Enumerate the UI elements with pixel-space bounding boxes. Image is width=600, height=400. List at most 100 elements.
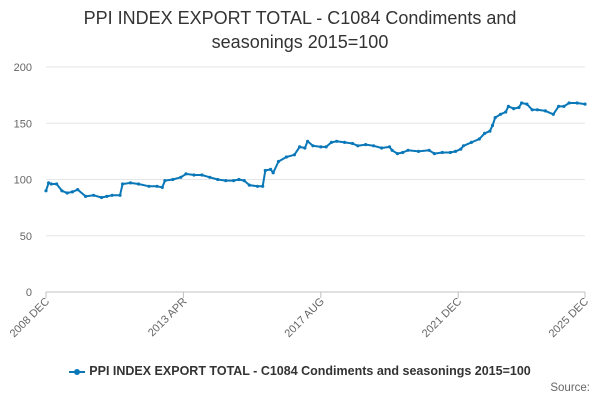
x-axis: 2008 DEC 2013 APR 2017 AUG 2021 DEC 2025 DEC — [8, 291, 591, 340]
data-point — [440, 150, 444, 155]
data-point — [356, 144, 360, 148]
data-point — [311, 144, 315, 148]
data-point — [261, 184, 265, 188]
data-point — [390, 148, 394, 152]
data-point — [329, 140, 333, 144]
data-point — [448, 150, 452, 155]
data-point — [406, 148, 410, 152]
legend[interactable]: PPI INDEX EXPORT TOTAL - C1084 Condiment… — [0, 364, 600, 378]
y-tick-label: 50 — [20, 231, 32, 243]
data-point — [47, 181, 51, 185]
data-point — [372, 144, 376, 148]
data-point — [110, 193, 114, 197]
y-tick-label: 0 — [26, 287, 32, 299]
data-point — [562, 104, 566, 108]
data-point — [427, 148, 431, 152]
data-point — [453, 149, 458, 153]
y-tick-label: 100 — [14, 175, 32, 187]
data-point — [99, 195, 104, 200]
x-tick-label: 2008 DEC — [8, 296, 52, 340]
data-point — [121, 182, 125, 186]
data-point — [483, 131, 487, 135]
data-point — [163, 179, 167, 183]
data-point — [147, 184, 151, 188]
x-tick-label: 2013 APR — [146, 296, 190, 340]
data-point — [232, 179, 236, 183]
data-point — [469, 140, 473, 144]
data-point — [292, 153, 296, 157]
data-point — [76, 188, 80, 192]
legend-swatch — [69, 366, 86, 378]
data-point — [247, 183, 251, 187]
data-point — [395, 152, 399, 156]
data-point — [575, 101, 579, 105]
data-point — [567, 101, 571, 105]
data-point — [84, 194, 88, 198]
grid-lines — [46, 66, 585, 293]
data-point — [242, 179, 246, 183]
data-point — [335, 139, 339, 143]
data-point — [44, 189, 48, 193]
data-point — [184, 172, 188, 176]
data-point — [284, 155, 288, 159]
legend-label: PPI INDEX EXPORT TOTAL - C1084 Condiment… — [89, 364, 531, 378]
data-point — [276, 159, 281, 164]
data-point — [160, 185, 164, 189]
data-point — [128, 181, 133, 185]
data-point — [171, 177, 175, 182]
data-point — [350, 141, 355, 146]
data-point — [380, 146, 384, 150]
data-point — [506, 104, 510, 108]
data-point — [136, 182, 141, 186]
data-point — [118, 193, 122, 197]
x-tick-label: 2017 AUG — [283, 296, 327, 340]
chart-title: PPI INDEX EXPORT TOTAL - C1084 Condiment… — [83, 8, 517, 52]
data-point — [70, 190, 74, 194]
data-point — [200, 173, 204, 177]
data-point — [490, 123, 495, 128]
data-point — [65, 191, 69, 195]
data-point — [583, 102, 587, 106]
data-point — [269, 167, 273, 171]
data-point — [55, 182, 59, 186]
data-point — [303, 146, 307, 150]
data-point — [255, 184, 259, 188]
data-point — [306, 139, 310, 143]
data-point — [155, 184, 159, 188]
data-point — [92, 193, 96, 197]
y-tick-label: 200 — [14, 62, 32, 74]
data-point — [401, 150, 405, 155]
data-point — [263, 168, 267, 173]
data-point — [477, 137, 481, 141]
data-point — [216, 177, 220, 182]
data-point — [512, 107, 516, 111]
data-point — [319, 145, 323, 149]
data-point — [49, 182, 53, 186]
data-point — [517, 105, 521, 110]
y-axis: 0 50 100 150 200 — [14, 62, 32, 299]
data-point — [461, 144, 466, 148]
data-point — [459, 147, 463, 151]
data-point — [208, 175, 212, 179]
x-tick-label: 2025 DEC — [547, 296, 591, 340]
data-point — [60, 189, 64, 193]
series-group — [44, 101, 587, 200]
data-point — [488, 129, 492, 133]
data-point — [504, 110, 508, 114]
series-line-0 — [45, 102, 586, 199]
data-point — [298, 145, 302, 149]
data-point — [416, 149, 421, 153]
y-tick-label: 150 — [14, 118, 32, 130]
data-point — [530, 108, 534, 112]
data-point — [551, 112, 555, 116]
data-point — [498, 112, 503, 116]
data-point — [192, 173, 196, 177]
data-point — [179, 175, 183, 179]
data-point — [557, 104, 561, 108]
data-point — [520, 101, 524, 105]
data-point — [224, 179, 228, 183]
data-point — [271, 171, 275, 175]
data-point — [105, 194, 109, 198]
data-point — [535, 108, 540, 112]
